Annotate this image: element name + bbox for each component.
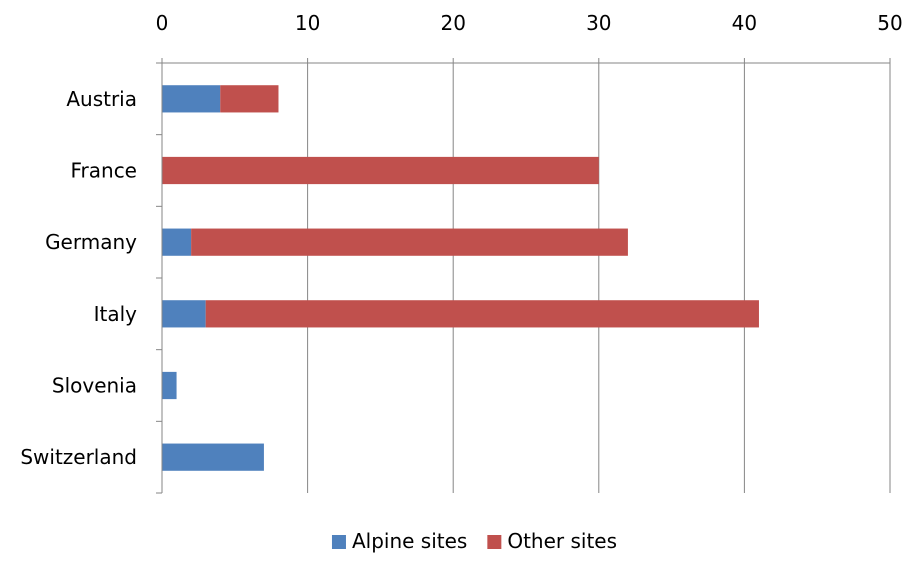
x-tick-label: 40 <box>732 11 757 35</box>
legend-label: Alpine sites <box>352 529 467 553</box>
bar-other-sites-germany <box>191 228 628 256</box>
legend-item: Alpine sites <box>331 529 467 553</box>
category-label: Switzerland <box>20 445 137 469</box>
legend-item: Other sites <box>487 529 617 553</box>
axes <box>156 58 891 494</box>
category-label: Germany <box>45 230 137 254</box>
bar-other-sites-italy <box>205 300 759 328</box>
x-tick-label: 20 <box>440 11 465 35</box>
category-label: Italy <box>94 302 138 326</box>
bar-other-sites-france <box>162 156 599 185</box>
bar-alpine-sites-germany <box>162 228 192 256</box>
x-tick-label: 30 <box>586 11 611 35</box>
bar-other-sites-austria <box>220 85 279 113</box>
bar-alpine-sites-italy <box>162 300 206 328</box>
legend: Alpine sites Other sites <box>331 529 617 553</box>
legend-label: Other sites <box>507 529 617 553</box>
bar-alpine-sites-slovenia <box>162 371 177 400</box>
bar-alpine-sites-austria <box>162 85 221 113</box>
labels: 0 10 20 30 40 50 Austria France Germany Italy Slov… <box>20 11 902 469</box>
bar-alpine-sites-switzerland <box>162 443 264 471</box>
category-label: Austria <box>66 87 137 111</box>
gridlines <box>307 63 891 493</box>
legend-swatch <box>487 535 502 549</box>
x-tick-label: 0 <box>156 11 169 35</box>
category-label: France <box>70 159 137 183</box>
bars <box>162 85 759 471</box>
category-label: Slovenia <box>52 374 137 398</box>
x-tick-label: 50 <box>877 11 902 35</box>
x-tick-label: 10 <box>295 11 320 35</box>
legend-swatch <box>331 535 346 549</box>
